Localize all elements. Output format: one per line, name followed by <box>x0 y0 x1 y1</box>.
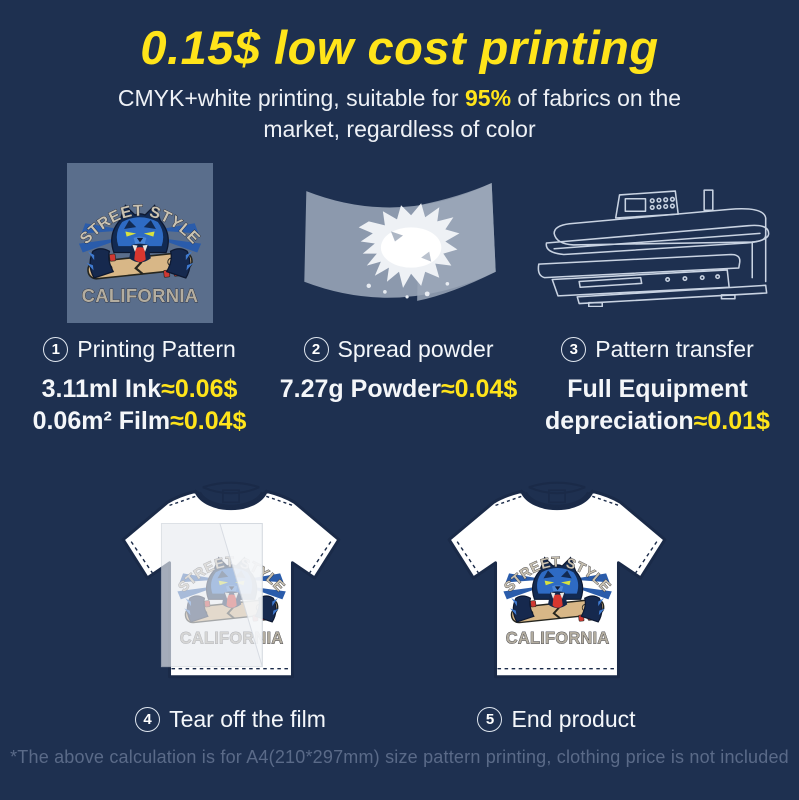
cost-label: Full Equipment <box>567 374 748 403</box>
step-label-end-product: 5 End product <box>402 706 712 733</box>
cost-value: ≈0.01$ <box>693 406 770 435</box>
step-number-badge: 2 <box>303 336 329 362</box>
cost-label: depreciation <box>545 406 694 435</box>
step-label-text: Pattern transfer <box>595 335 754 362</box>
cost-value: ≈0.04$ <box>170 406 247 435</box>
step-label-tear-off-film: 4 Tear off the film <box>76 706 386 733</box>
cost-line-powder: 7.27g Powder≈0.04$ <box>269 373 528 405</box>
cost-label: 7.27g Powder <box>279 374 441 403</box>
cost-line-film: 0.06m² Film≈0.04$ <box>10 405 269 437</box>
cost-line-depreciation: depreciation≈0.01$ <box>528 405 787 437</box>
tshirt-end-product-image <box>447 481 666 678</box>
spread-powder-figure <box>269 160 528 326</box>
subtitle: CMYK+white printing, suitable for 95% of… <box>90 83 710 146</box>
process-steps-row: 1 Printing Pattern 3.11ml Ink≈0.06$ 0.06… <box>0 160 799 437</box>
printed-pattern-tile <box>66 162 213 323</box>
cost-line-ink: 3.11ml Ink≈0.06$ <box>10 373 269 405</box>
step-label-printing-pattern: 1 Printing Pattern <box>10 336 269 363</box>
footnote: *The above calculation is for A4(210*297… <box>10 746 789 767</box>
step-number-badge: 5 <box>477 706 503 732</box>
subtitle-text-before: CMYK+white printing, suitable for <box>117 85 465 111</box>
cost-label: 3.11ml Ink <box>41 374 162 403</box>
step-tear-off-film: 4 Tear off the film <box>76 469 386 733</box>
step1-costs: 3.11ml Ink≈0.06$ 0.06m² Film≈0.04$ <box>10 373 269 437</box>
subtitle-highlight: 95% <box>464 85 512 111</box>
tshirt-with-film-image <box>121 481 340 678</box>
printed-pattern-image <box>75 200 204 307</box>
pattern-transfer-figure <box>528 160 787 326</box>
result-steps-row: 4 Tear off the film <box>0 469 799 733</box>
step3-costs: Full Equipment depreciation≈0.01$ <box>528 373 787 437</box>
step-printing-pattern: 1 Printing Pattern 3.11ml Ink≈0.06$ 0.06… <box>10 160 269 437</box>
printing-pattern-figure <box>10 160 269 326</box>
powder-film-image <box>303 182 496 301</box>
step-end-product: 5 End product <box>402 469 712 733</box>
cost-label: 0.06m² Film <box>32 406 171 435</box>
step-pattern-transfer: 3 Pattern transfer Full Equipment deprec… <box>528 160 787 437</box>
cost-value: ≈0.04$ <box>440 374 518 403</box>
peeling-film-overlay <box>160 522 263 667</box>
heat-press-machine-icon <box>537 188 769 307</box>
subtitle-text-after: of fabrics on the market, regardless of … <box>263 85 682 143</box>
step-number-badge: 4 <box>135 706 161 732</box>
step2-costs: 7.27g Powder≈0.04$ <box>269 373 528 405</box>
step-spread-powder: 2 Spread powder 7.27g Powder≈0.04$ <box>269 160 528 437</box>
page-title: 0.15$ low cost printing <box>140 21 659 74</box>
step-label-pattern-transfer: 3 Pattern transfer <box>528 336 787 363</box>
step-label-spread-powder: 2 Spread powder <box>269 336 528 363</box>
cost-value: ≈0.06$ <box>161 374 238 403</box>
step-label-text: End product <box>511 705 636 732</box>
cost-line-equipment: Full Equipment <box>528 373 787 405</box>
step-label-text: Printing Pattern <box>77 335 236 362</box>
step-label-text: Tear off the film <box>169 705 326 732</box>
step-number-badge: 3 <box>561 336 587 362</box>
step-number-badge: 1 <box>43 336 69 362</box>
step-label-text: Spread powder <box>337 335 494 362</box>
